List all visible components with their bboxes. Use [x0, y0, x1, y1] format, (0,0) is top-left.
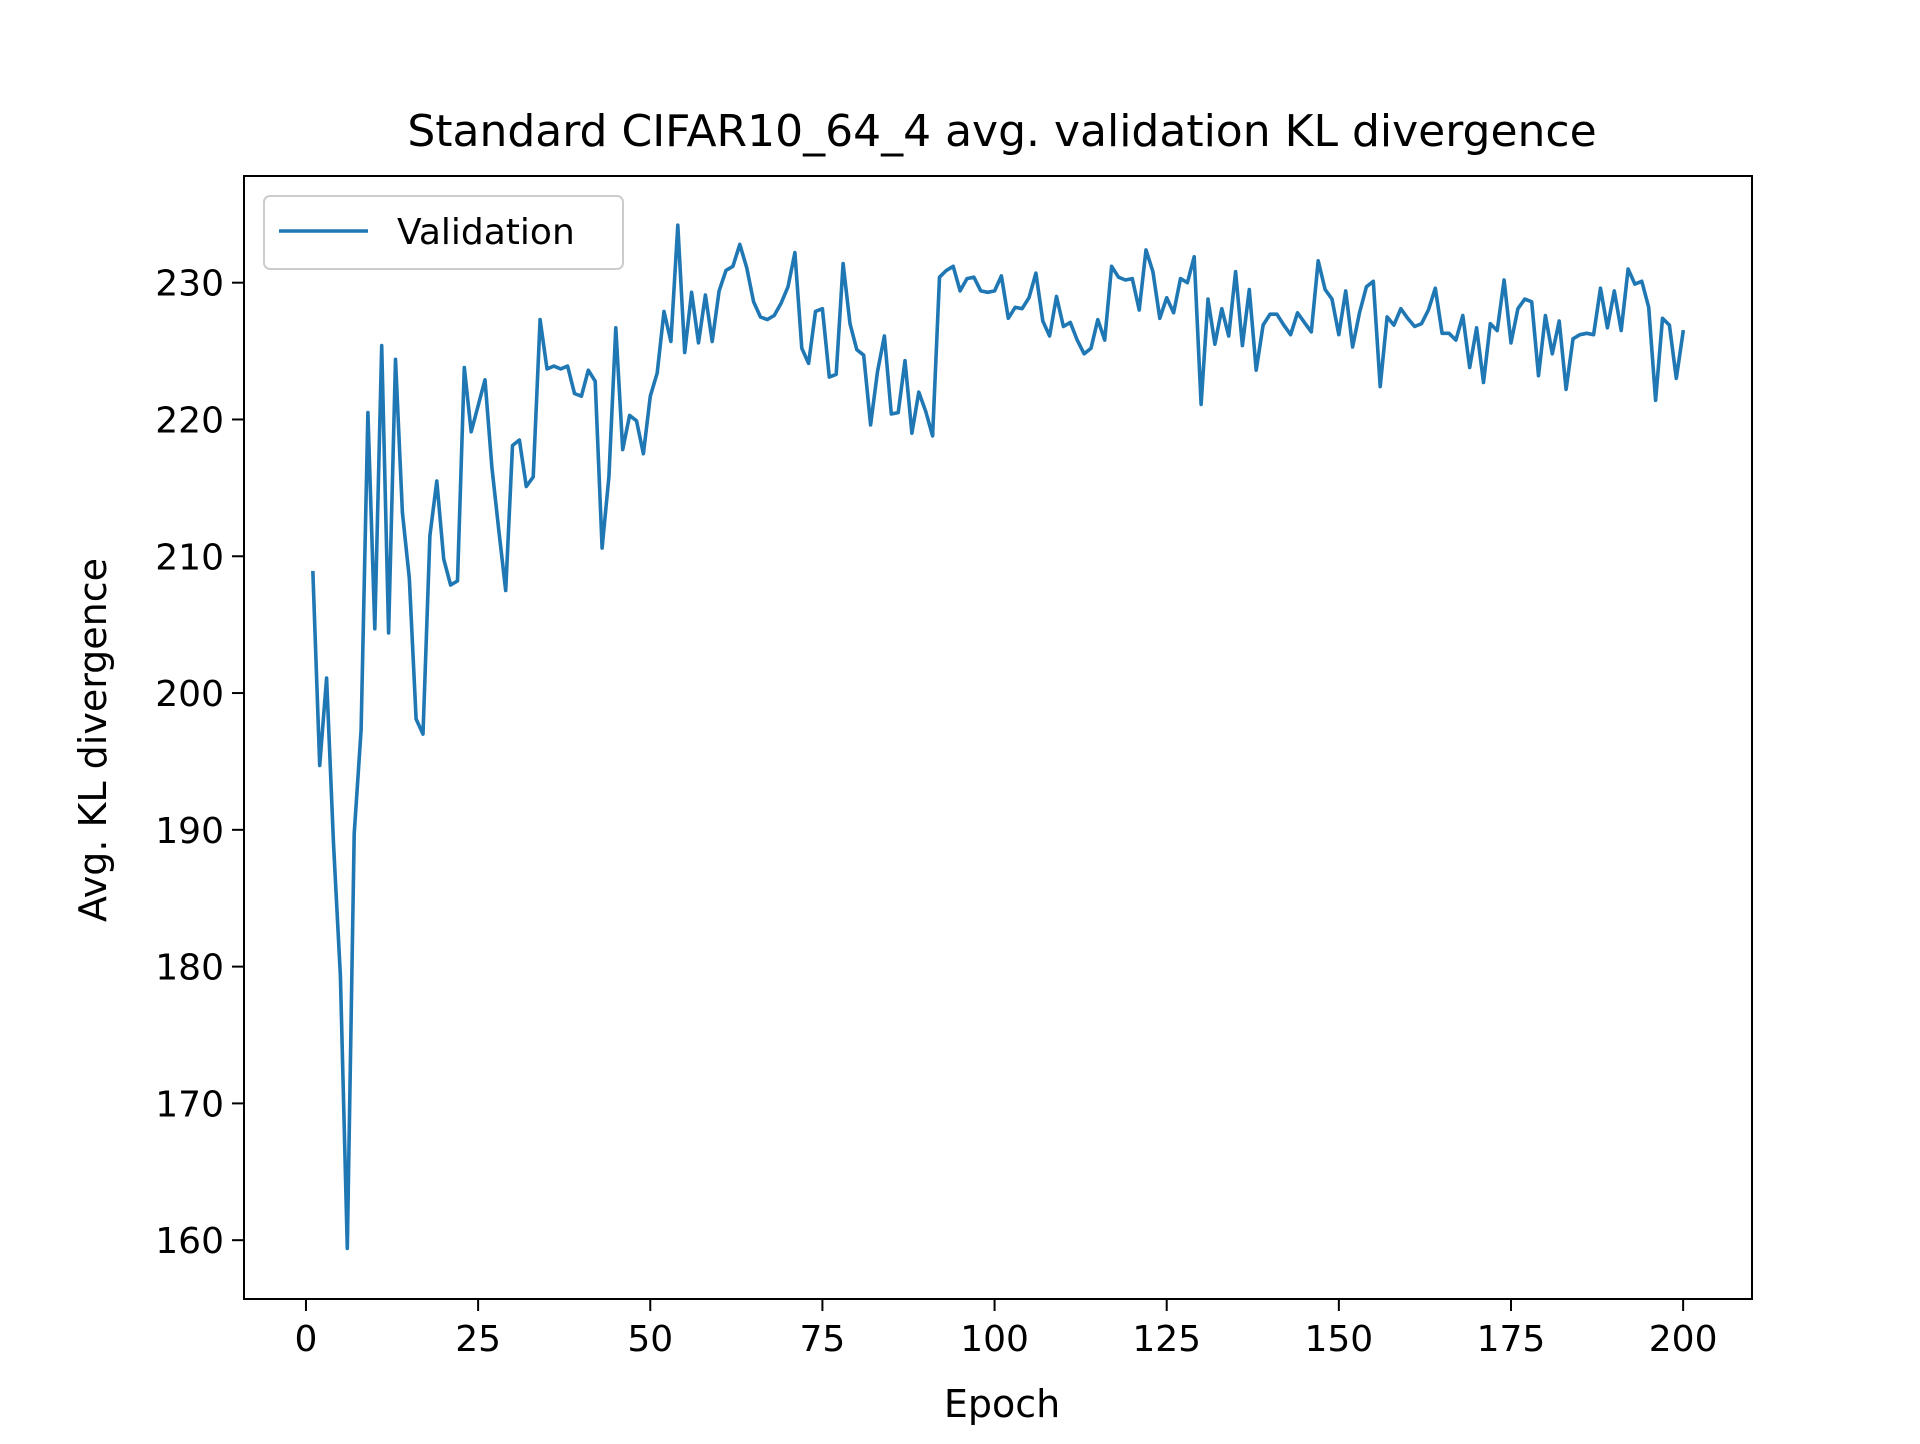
series-line-1: [311, 223, 1686, 1251]
x-axis-label: Epoch: [944, 1382, 1060, 1426]
x-tick-label: 75: [800, 1319, 846, 1360]
y-tick-label: 180: [155, 948, 224, 989]
y-tick-label: 230: [155, 264, 224, 305]
x-tick-label: 50: [627, 1319, 673, 1360]
x-tick-label: 200: [1649, 1319, 1718, 1360]
chart-title: Standard CIFAR10_64_4 avg. validation KL…: [407, 106, 1596, 157]
x-tick-label: 175: [1477, 1319, 1546, 1360]
x-tick-label: 100: [960, 1319, 1029, 1360]
x-tick-label: 0: [295, 1319, 318, 1360]
y-tick-label: 190: [155, 811, 224, 852]
x-tick-label: 25: [455, 1319, 501, 1360]
x-tick-label: 150: [1304, 1319, 1373, 1360]
y-axis-label: Avg. KL divergence: [71, 558, 115, 922]
legend-label: Validation: [397, 212, 575, 253]
x-tick-label: 125: [1132, 1319, 1201, 1360]
y-tick-label: 170: [155, 1084, 224, 1125]
y-tick-label: 200: [155, 674, 224, 715]
plot-frame: [243, 175, 1753, 1300]
y-tick-label: 160: [155, 1221, 224, 1262]
y-tick-label: 220: [155, 400, 224, 441]
legend-box: [263, 195, 624, 270]
y-tick-label: 210: [155, 537, 224, 578]
